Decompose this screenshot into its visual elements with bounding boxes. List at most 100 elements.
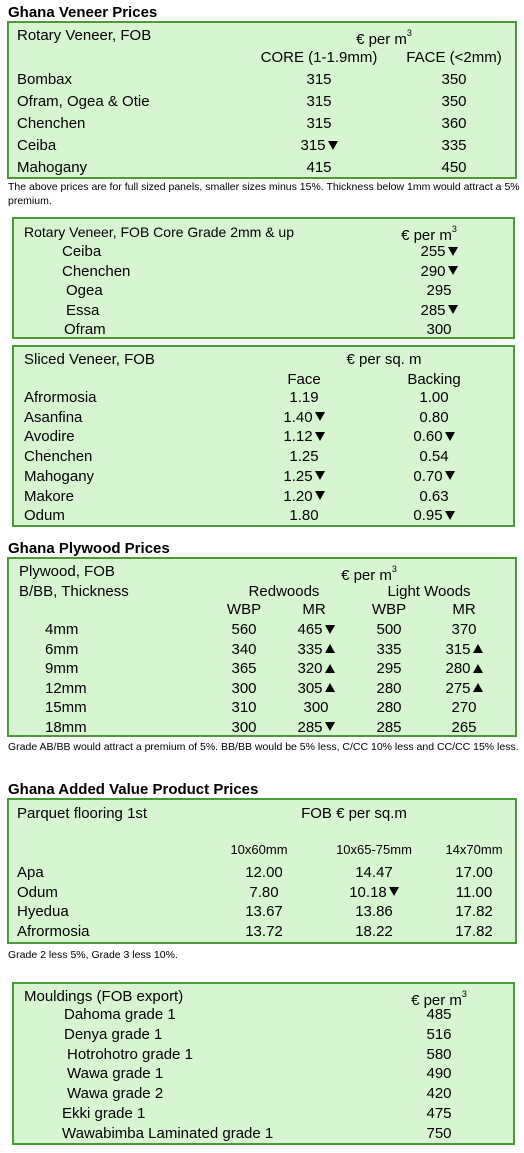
arrow-up-icon [324,663,335,673]
arrow-down-icon [444,471,455,481]
added-value-heading: Ghana Added Value Product Prices [8,781,259,798]
row-label: Dahoma grade 1 [64,1006,176,1023]
rotary-veneer-table: Rotary Veneer, FOB € per m3 CORE (1-1.9m… [7,21,517,179]
unit-label: € per m3 [401,224,457,244]
value-14x70: 11.00 [455,883,493,901]
parquet-note: Grade 2 less 5%, Grade 3 less 10%. [8,949,178,961]
col-header-wbp: WBP [371,601,407,618]
price-value: 290 [399,263,479,281]
row-label: Chenchen [17,115,86,132]
lightwood-mr-value: 370 [451,621,477,638]
face-value: 350 [441,93,467,110]
redwood-mr-value: 300 [303,699,329,716]
row-label: Wawabimba Laminated grade 1 [62,1124,274,1142]
arrow-down-icon [314,412,325,422]
unit-label: € per sq. m [346,351,422,368]
value-10x65-75: 10.18 [334,884,414,902]
face-value: 1.19 [289,389,319,406]
arrow-down-icon [314,431,325,441]
table-title: Rotary Veneer, FOB Core Grade 2mm & up [24,224,295,240]
redwood-wbp-value: 340 [231,640,257,658]
arrow-down-icon [444,431,455,441]
arrow-down-icon [314,491,325,501]
lightwood-wbp-value: 500 [376,621,402,638]
arrow-down-icon [324,624,335,634]
face-value: 1.25 [264,468,344,486]
lightwood-mr-value: 315 [429,641,499,659]
face-value: 360 [441,115,467,132]
backing-value: 0.70 [394,468,474,486]
row-label: 12mm [45,679,87,697]
row-label: Chenchen [24,448,93,466]
row-label: 9mm [45,660,79,677]
row-label: Wawa grade 1 [67,1065,164,1083]
parquet-table: Parquet flooring 1st FOB € per sq.m 10x6… [7,798,517,944]
col-header-mr: MR [302,601,326,618]
backing-value: 0.63 [419,487,449,505]
arrow-up-icon [324,644,335,654]
lightwood-wbp-value: 280 [376,679,402,697]
face-value: 1.20 [264,488,344,506]
price-value: 300 [426,321,452,338]
rotary-core-table: Rotary Veneer, FOB Core Grade 2mm & up €… [12,217,515,339]
price-value: 750 [426,1124,452,1142]
arrow-down-icon [447,305,458,315]
lightwood-mr-value: 280 [429,660,499,678]
face-value: 1.40 [264,409,344,427]
redwood-mr-value: 335 [281,641,351,659]
row-label: Apa [17,864,44,881]
backing-value: 0.60 [394,428,474,446]
price-value: 490 [426,1065,452,1083]
row-label: Hotrohotro grade 1 [67,1045,193,1063]
row-label: Asanfina [24,408,83,426]
price-value: 485 [426,1006,452,1023]
redwood-wbp-value: 300 [231,679,257,697]
row-label: Denya grade 1 [64,1025,163,1043]
face-value: 1.25 [289,448,319,466]
row-label: Ogea [66,282,103,299]
value-10x65-75: 18.22 [355,922,393,940]
col-header-face: Face [287,371,321,388]
backing-value: 0.95 [394,507,474,525]
redwood-wbp-value: 365 [231,660,257,677]
face-value: 350 [441,71,467,88]
value-10x60: 13.72 [245,922,283,940]
core-value: 315 [306,71,332,88]
row-label: Afrormosia [17,922,90,940]
lightwood-wbp-value: 295 [376,660,402,677]
table-subtitle: B/BB, Thickness [19,583,129,600]
redwood-mr-value: 305 [281,680,351,698]
plywood-table: Plywood, FOB € per m3 B/BB, Thickness Re… [7,557,517,737]
arrow-down-icon [388,887,399,897]
unit-label: € per m3 [341,564,397,584]
group-lightwoods: Light Woods [387,583,471,600]
col-header-mr: MR [452,601,476,618]
row-label: Ceiba [62,243,102,260]
face-value: 450 [441,159,467,176]
price-value: 255 [399,243,479,261]
row-label: Ofram [64,321,106,338]
face-value: 1.12 [264,428,344,446]
table-title: Rotary Veneer, FOB [17,27,152,44]
col-header-10x60: 10x60mm [230,842,288,857]
lightwood-wbp-value: 285 [376,718,402,736]
row-label: Essa [66,301,100,319]
row-label: Mahogany [17,159,88,176]
col-header-face: FACE (<2mm) [406,49,502,66]
plywood-heading: Ghana Plywood Prices [8,540,170,557]
face-value: 335 [441,137,467,154]
backing-value: 0.54 [419,448,449,466]
row-label: Hyedua [17,903,69,920]
veneer-heading: Ghana Veneer Prices [8,4,158,21]
row-label: Makore [24,487,75,505]
redwood-wbp-value: 560 [231,621,257,638]
row-label: Ceiba [17,137,57,154]
row-label: Ekki grade 1 [62,1105,146,1122]
value-10x60: 12.00 [245,864,283,881]
redwood-wbp-value: 300 [231,718,257,736]
value-14x70: 17.82 [455,922,493,940]
core-value: 415 [306,159,332,176]
redwood-wbp-value: 310 [231,699,257,716]
col-header-wbp: WBP [226,601,262,618]
table-title: Sliced Veneer, FOB [24,351,155,368]
